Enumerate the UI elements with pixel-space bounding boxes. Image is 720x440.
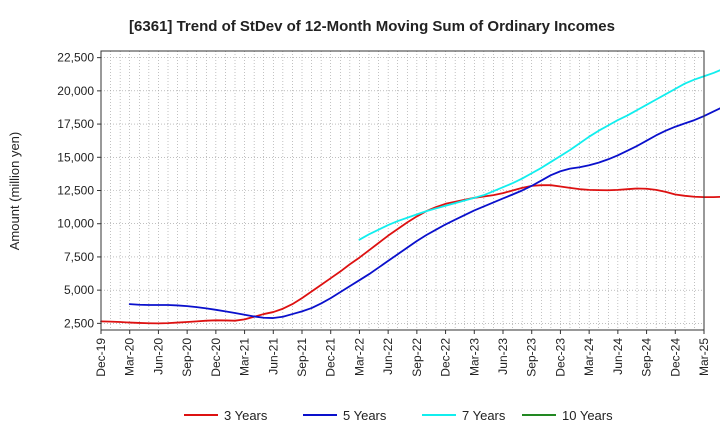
y-tick-label: 7,500: [64, 250, 94, 264]
x-tick-label: Dec-21: [324, 338, 338, 377]
legend-label-3-years: 3 Years: [224, 408, 268, 423]
y-tick-label: 5,000: [64, 283, 94, 297]
y-axis-label: Amount (million yen): [7, 132, 22, 251]
series-line-3-years: [100, 184, 720, 325]
y-tick-label: 20,000: [57, 84, 94, 98]
x-tick-label: Mar-25: [697, 338, 711, 376]
x-tick-label: Sep-22: [410, 338, 424, 377]
x-tick-label: Jun-21: [266, 338, 280, 375]
y-tick-label: 17,500: [57, 117, 94, 131]
y-axis-ticks: 2,500 5,000 7,500 10,000 12,500 15,000 17,500 2…: [57, 51, 101, 330]
y-tick-label: 22,500: [57, 51, 94, 65]
x-tick-label: Dec-20: [209, 338, 223, 377]
legend-label-7-years: 7 Years: [462, 408, 506, 423]
x-tick-label: Mar-23: [467, 338, 481, 376]
x-tick-label: Sep-23: [525, 338, 539, 377]
x-tick-label: Dec-19: [94, 338, 108, 377]
x-tick-label: Dec-24: [668, 338, 682, 377]
y-tick-label: 15,000: [57, 150, 94, 164]
x-tick-label: Sep-24: [640, 338, 654, 377]
x-tick-label: Mar-20: [123, 338, 137, 376]
x-tick-label: Dec-23: [553, 338, 567, 377]
legend-label-10-years: 10 Years: [562, 408, 613, 423]
legend-label-5-years: 5 Years: [343, 408, 387, 423]
x-tick-label: Mar-21: [238, 338, 252, 376]
x-tick-label: Jun-22: [381, 338, 395, 375]
x-axis-ticks: Dec-19 Mar-20 Jun-20 Sep-20 Dec-20 Mar-21 Jun-…: [94, 330, 711, 377]
x-tick-label: Dec-22: [439, 338, 453, 377]
series-line-7-years: [358, 69, 720, 241]
x-tick-label: Jun-24: [611, 338, 625, 375]
x-tick-label: Mar-22: [352, 338, 366, 376]
series-line-5-years: [128, 107, 720, 319]
x-tick-label: Jun-23: [496, 338, 510, 375]
chart-title: [6361] Trend of StDev of 12-Month Moving…: [129, 18, 615, 35]
x-tick-label: Mar-24: [582, 338, 596, 376]
y-tick-label: 2,500: [64, 316, 94, 330]
y-tick-label: 10,000: [57, 217, 94, 231]
x-tick-label: Sep-21: [295, 338, 309, 377]
y-tick-label: 12,500: [57, 184, 94, 198]
series-lines: [100, 69, 720, 325]
x-tick-label: Jun-20: [151, 338, 165, 375]
legend: 3 Years 5 Years 7 Years 10 Years: [184, 408, 613, 423]
x-tick-label: Sep-20: [180, 338, 194, 377]
